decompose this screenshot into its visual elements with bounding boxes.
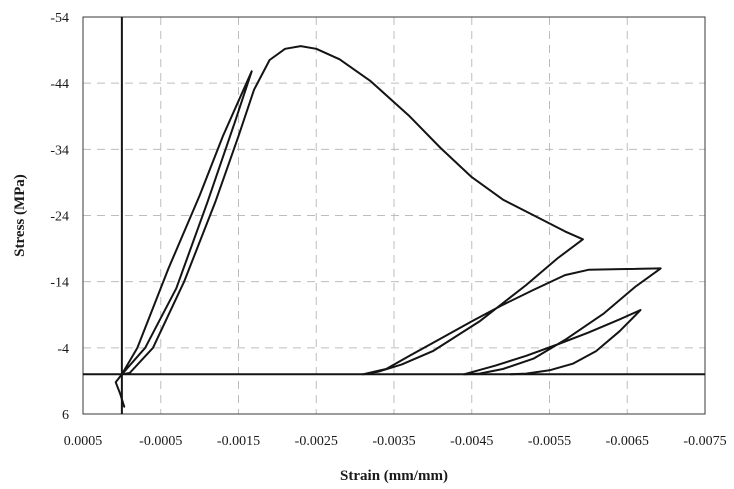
y-tick-label: -54 xyxy=(50,11,69,26)
y-tick-label: -14 xyxy=(50,276,69,291)
grid-lines xyxy=(83,17,705,414)
x-tick-label: -0.0065 xyxy=(606,434,649,449)
y-tick-label: -24 xyxy=(50,210,69,225)
x-tick-label: -0.0045 xyxy=(450,434,493,449)
plot-frame xyxy=(82,16,706,415)
tick-labels: 0.0005 -0.0005 -0.0015 -0.0025 -0.0035 -0.004… xyxy=(50,11,726,449)
y-tick-label: -34 xyxy=(50,143,69,158)
x-tick-label: -0.0015 xyxy=(217,434,260,449)
y-tick-label: -44 xyxy=(50,77,69,92)
axes xyxy=(83,17,705,414)
stress-strain-curve xyxy=(114,45,662,408)
curve-layer xyxy=(114,45,662,408)
y-tick-label: -4 xyxy=(57,342,69,357)
y-tick-label: 6 xyxy=(62,408,69,423)
x-tick-label: -0.0025 xyxy=(295,434,338,449)
x-tick-label: -0.0055 xyxy=(528,434,571,449)
x-tick-label: -0.0075 xyxy=(683,434,726,449)
x-tick-label: -0.0005 xyxy=(139,434,182,449)
x-tick-label: -0.0035 xyxy=(372,434,415,449)
x-tick-label: 0.0005 xyxy=(64,434,103,449)
x-axis-title: Strain (mm/mm) xyxy=(340,468,448,484)
y-axis-title: Stress (MPa) xyxy=(12,174,28,257)
